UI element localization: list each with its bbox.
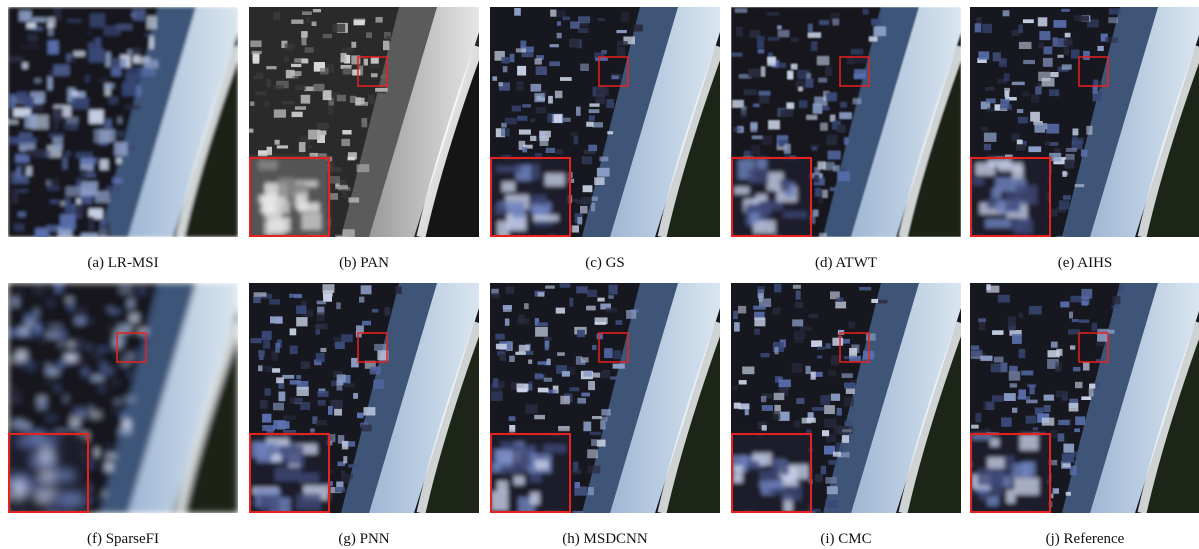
panel-caption: (f) SparseFI bbox=[86, 531, 160, 547]
scene-image bbox=[249, 283, 479, 513]
scene-image bbox=[249, 7, 479, 237]
panel-image bbox=[970, 7, 1199, 237]
panel-image bbox=[490, 7, 720, 237]
panel-image bbox=[970, 283, 1199, 513]
scene-image bbox=[731, 283, 961, 513]
panel-image bbox=[490, 283, 720, 513]
panel-image bbox=[8, 283, 238, 513]
panel-caption: (b) PAN bbox=[339, 255, 389, 271]
panel-caption: (h) MSDCNN bbox=[562, 531, 648, 547]
panel-image bbox=[8, 7, 238, 237]
panel-image bbox=[731, 7, 961, 237]
scene-image bbox=[970, 7, 1199, 237]
scene-image bbox=[490, 283, 720, 513]
panel-caption: (i) CMC bbox=[820, 531, 872, 547]
panel-image bbox=[249, 283, 479, 513]
scene-image bbox=[731, 7, 961, 237]
panel-caption: (g) PNN bbox=[338, 531, 390, 547]
scene-image bbox=[8, 283, 238, 513]
scene-image bbox=[490, 7, 720, 237]
panel-caption: (d) ATWT bbox=[814, 255, 878, 271]
panel-image bbox=[731, 283, 961, 513]
scene-image bbox=[970, 283, 1199, 513]
panel-caption: (a) LR-MSI bbox=[87, 255, 159, 271]
panel-image bbox=[249, 7, 479, 237]
panel-caption: (e) AIHS bbox=[1057, 255, 1113, 271]
panel-caption: (c) GS bbox=[585, 255, 625, 271]
panel-caption: (j) Reference bbox=[1045, 531, 1125, 547]
scene-image bbox=[8, 7, 238, 237]
